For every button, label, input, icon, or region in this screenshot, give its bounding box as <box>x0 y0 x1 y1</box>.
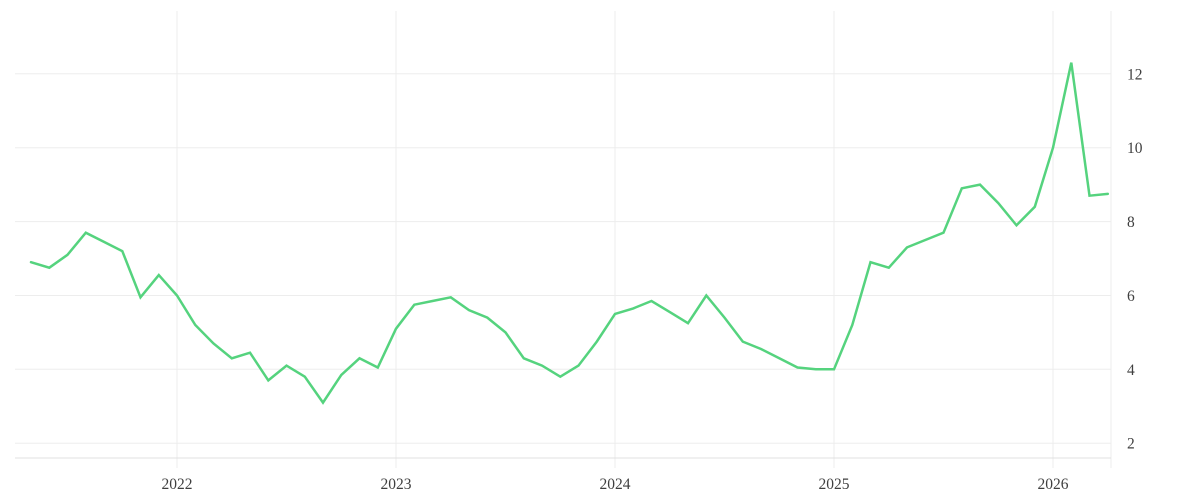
y-axis-label-8: 8 <box>1127 214 1135 231</box>
x-axis-label-2025: 2025 <box>819 476 850 493</box>
y-axis-label-10: 10 <box>1127 140 1143 157</box>
y-axis-label-2: 2 <box>1127 436 1135 453</box>
series-line <box>29 62 1110 405</box>
x-axis-label-2022: 2022 <box>162 476 193 493</box>
x-axis-label-2026: 2026 <box>1038 476 1069 493</box>
y-axis-label-6: 6 <box>1127 288 1135 305</box>
x-axis-label-2023: 2023 <box>381 476 412 493</box>
y-axis-label-4: 4 <box>1127 362 1135 379</box>
x-axis-label-2024: 2024 <box>600 476 631 493</box>
y-axis-label-12: 12 <box>1127 66 1143 83</box>
